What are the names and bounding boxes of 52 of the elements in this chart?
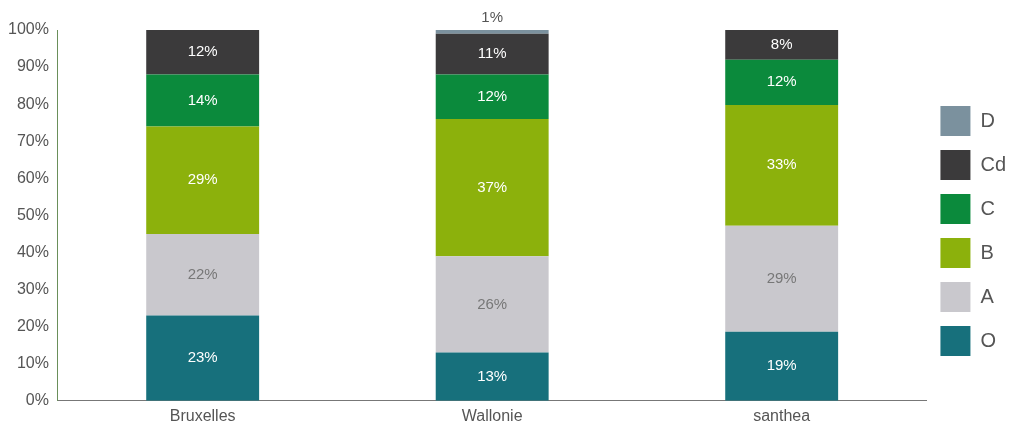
x-tick-label: santhea: [753, 406, 811, 424]
data-label: 22%: [187, 264, 218, 282]
bar: [435, 33, 549, 75]
data-label: 8%: [770, 34, 793, 52]
data-label: 29%: [766, 268, 797, 286]
y-tick-label: 50%: [16, 205, 49, 223]
legend-label: Cd: [980, 152, 1007, 175]
y-tick-label: 20%: [16, 317, 49, 335]
legend-label: A: [980, 284, 995, 307]
legend-label: C: [980, 196, 995, 219]
data-label: 33%: [766, 155, 797, 173]
data-label: 12%: [477, 86, 508, 104]
bar: [146, 126, 260, 234]
x-tick-label: Wallonie: [461, 406, 523, 424]
bar: [725, 225, 839, 332]
data-label: 1%: [481, 8, 504, 26]
bar: [435, 256, 549, 353]
y-tick-label: 60%: [16, 168, 49, 186]
bar: [435, 352, 549, 401]
data-label: 23%: [187, 348, 218, 366]
y-tick-label: 70%: [16, 131, 49, 149]
y-tick-label: 40%: [16, 242, 49, 260]
data-label: 13%: [477, 366, 508, 384]
legend-label: O: [980, 328, 996, 351]
bar: [435, 30, 549, 34]
bar: [725, 30, 839, 60]
data-label: 26%: [477, 294, 508, 312]
bar: [146, 74, 260, 127]
data-label: 37%: [477, 177, 508, 195]
y-tick-label: 10%: [16, 354, 49, 372]
bar: [725, 331, 839, 401]
legend-label: D: [980, 108, 995, 131]
data-label: 12%: [187, 42, 218, 60]
y-tick-label: 0%: [25, 391, 49, 409]
bar: [435, 74, 549, 119]
bar: [725, 59, 839, 105]
bar: [435, 118, 549, 257]
bar: [146, 315, 260, 401]
data-label: 11%: [477, 44, 507, 62]
data-label: 14%: [187, 90, 218, 108]
data-label: 12%: [766, 72, 797, 90]
y-tick-label: 90%: [16, 57, 49, 75]
legend-label: B: [980, 240, 994, 263]
y-tick-label: 80%: [16, 94, 49, 112]
y-tick-label: 100%: [8, 20, 49, 38]
bar: [146, 233, 260, 316]
x-tick-label: Bruxelles: [169, 406, 236, 424]
bar: [146, 30, 260, 75]
y-tick-label: 30%: [16, 279, 49, 297]
data-label: 19%: [766, 356, 797, 374]
bar: [725, 104, 839, 226]
data-label: 29%: [187, 170, 218, 188]
